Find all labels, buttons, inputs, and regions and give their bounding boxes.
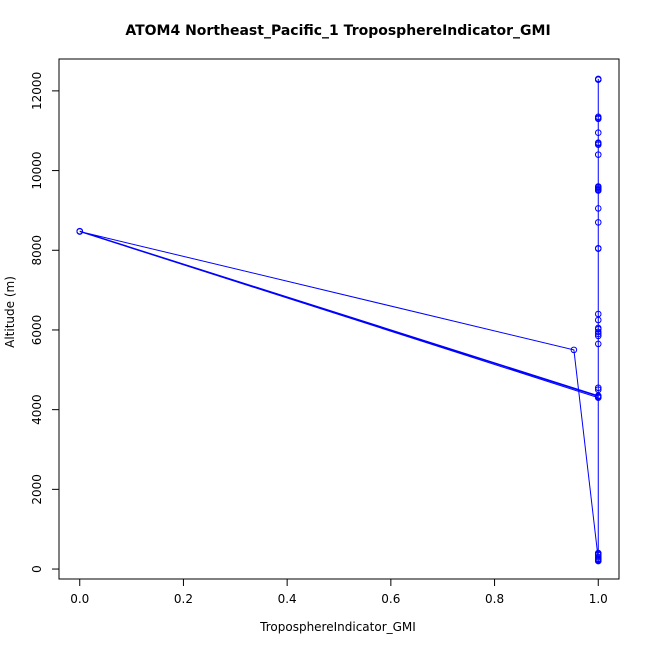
data-point xyxy=(594,151,602,158)
data-point xyxy=(76,227,84,235)
data-point xyxy=(594,219,602,226)
series-line xyxy=(79,78,599,562)
data-point xyxy=(594,330,602,338)
data-point xyxy=(594,550,602,558)
data-point xyxy=(594,555,602,562)
data-point xyxy=(594,76,602,83)
y-axis-label: Altitude (m) xyxy=(3,276,17,348)
y-tick-label: 2000 xyxy=(30,474,44,505)
data-point xyxy=(570,346,578,354)
y-tick-label: 0 xyxy=(30,565,44,573)
axes: 0.0 0.2 0.4 0.6 0.8 1.0 0 2000 4000 6000 8000 10000… xyxy=(30,58,620,606)
y-tick-label: 12000 xyxy=(30,72,44,110)
x-tick-label: 0.6 xyxy=(381,592,400,606)
x-tick-label: 0.4 xyxy=(278,592,297,606)
data-point xyxy=(594,129,602,137)
x-tick-label: 0.2 xyxy=(174,592,193,606)
data-point xyxy=(594,340,602,348)
data-point xyxy=(594,328,602,336)
x-axis-label: TroposphereIndicator_GMI xyxy=(259,620,416,634)
data-point xyxy=(594,184,602,191)
plot-area xyxy=(76,75,602,565)
x-tick-label: 0.0 xyxy=(70,592,89,606)
data-point xyxy=(594,245,602,252)
y-tick-label: 10000 xyxy=(30,151,44,189)
data-point xyxy=(594,384,602,392)
x-tick-label: 0.8 xyxy=(485,592,504,606)
data-point xyxy=(594,325,602,333)
data-point xyxy=(594,140,602,147)
data-point xyxy=(594,205,602,212)
data-point xyxy=(594,115,602,123)
data-point xyxy=(594,316,602,324)
data-point xyxy=(594,332,602,340)
plot-frame xyxy=(58,58,620,580)
data-point xyxy=(594,186,602,193)
y-tick-label: 8000 xyxy=(30,235,44,266)
chart-title: ATOM4 Northeast_Pacific_1 TroposphereInd… xyxy=(125,23,550,39)
y-tick-label: 6000 xyxy=(30,315,44,346)
data-point xyxy=(594,392,602,400)
x-tick-label: 1.0 xyxy=(589,592,608,606)
y-tick-label: 4000 xyxy=(30,394,44,425)
